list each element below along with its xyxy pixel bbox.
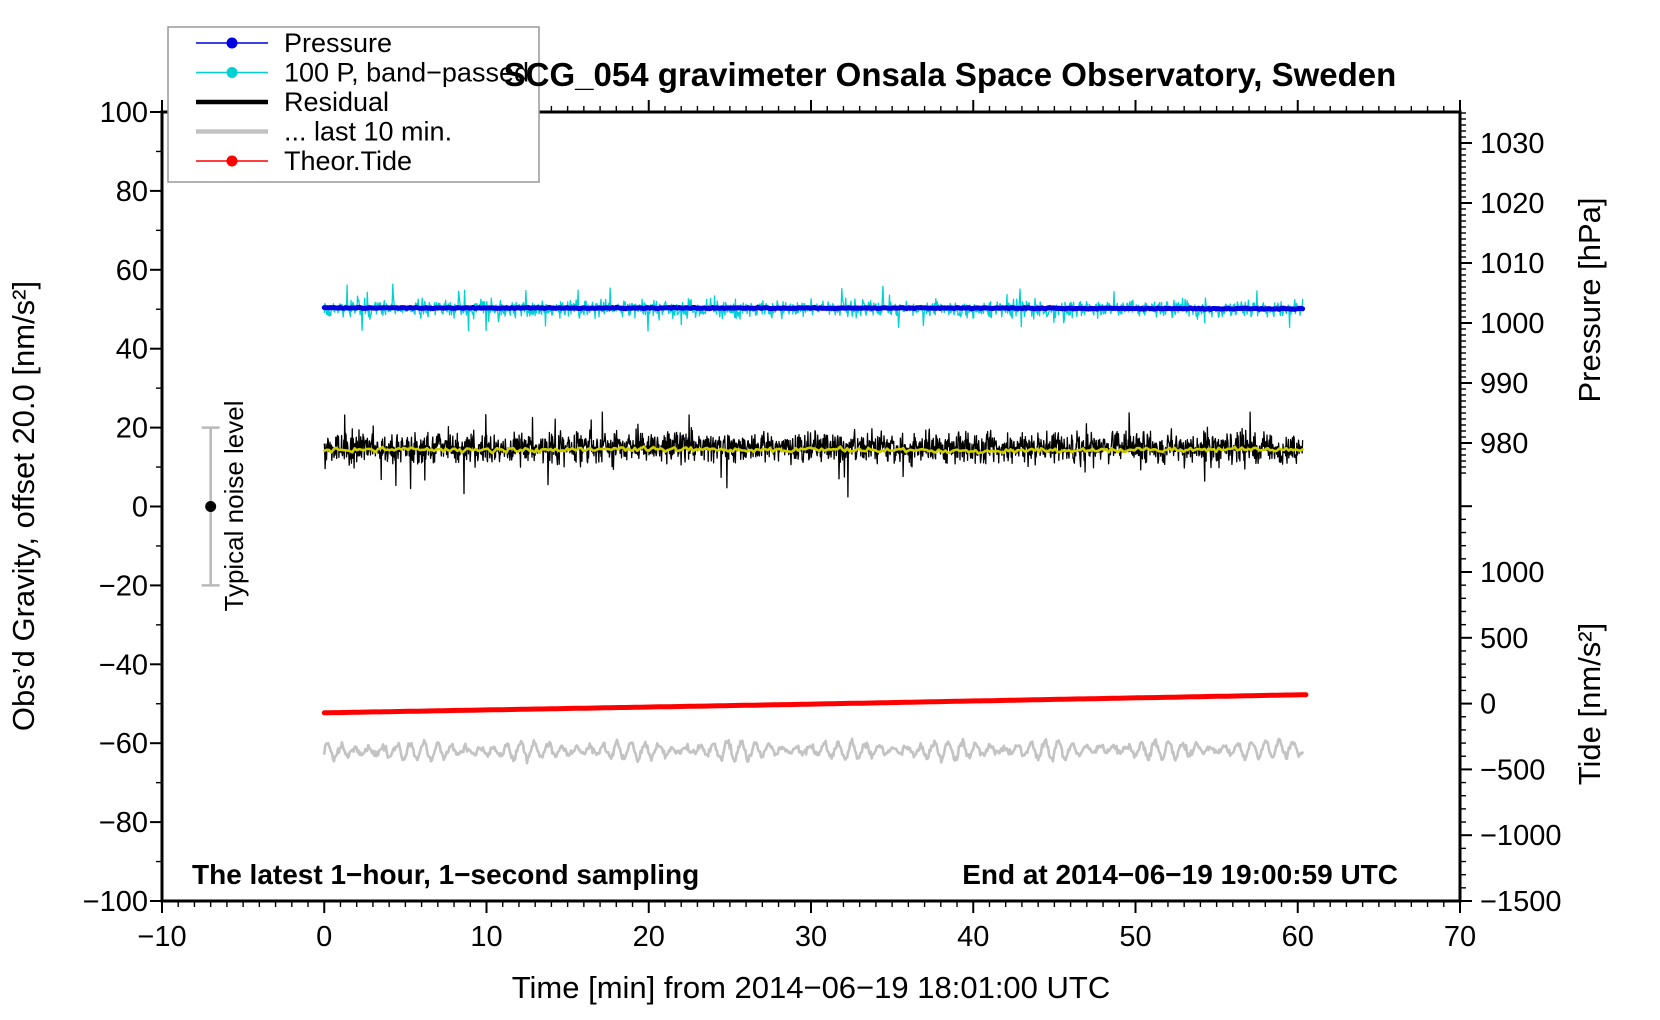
tide-tick-label: −1000 bbox=[1480, 820, 1561, 852]
legend-marker-dot bbox=[226, 67, 238, 78]
pressure-tick-label: 980 bbox=[1480, 428, 1528, 460]
gravity-tick-label: −100 bbox=[83, 886, 148, 918]
gravity-axis-label: Obs’d Gravity, offset 20.0 [nm/s²] bbox=[6, 281, 41, 731]
series-pressure-line bbox=[321, 304, 1306, 312]
pressure-tick-label: 1000 bbox=[1480, 308, 1545, 340]
x-tick-label: 10 bbox=[470, 921, 502, 953]
x-tick-label: −10 bbox=[137, 921, 186, 953]
gravity-tick-label: 20 bbox=[116, 413, 148, 445]
tide-tick-label: 500 bbox=[1480, 623, 1528, 655]
legend-marker-dot bbox=[226, 155, 238, 167]
noise-bar-label: Typical noise level bbox=[219, 401, 249, 612]
plot-frame bbox=[160, 110, 1462, 903]
series-residual-line bbox=[323, 411, 1304, 498]
pressure-tick-label: 1030 bbox=[1480, 128, 1545, 160]
gravity-tick-label: 100 bbox=[100, 97, 148, 129]
tide-tick-label: −1500 bbox=[1480, 886, 1561, 918]
extras-layer bbox=[201, 426, 220, 587]
legend-item-label: ... last 10 min. bbox=[284, 117, 452, 147]
legend-item-label: Pressure bbox=[284, 28, 392, 58]
tide-tick-label: 1000 bbox=[1480, 557, 1545, 589]
gravity-tick-label: −60 bbox=[99, 728, 148, 760]
gravity-tick-label: 40 bbox=[116, 334, 148, 366]
gravity-tick-label: −20 bbox=[99, 570, 148, 602]
series-theor-tide-line bbox=[321, 692, 1309, 716]
x-tick-label: 0 bbox=[316, 921, 332, 953]
series-residual-smoothed-overlay-line bbox=[322, 445, 1304, 455]
gravity-tick-label: −40 bbox=[99, 649, 148, 681]
x-tick-label: 70 bbox=[1444, 921, 1476, 953]
series--last-10-min--line bbox=[322, 737, 1304, 765]
end-note: End at 2014−06−19 19:00:59 UTC bbox=[962, 859, 1398, 890]
gravity-tick-label: 0 bbox=[132, 492, 148, 524]
sampling-note: The latest 1−hour, 1−second sampling bbox=[192, 859, 699, 890]
series-layer bbox=[321, 283, 1309, 765]
legend-item-label: 100 P, band−passed bbox=[284, 58, 529, 88]
legend-item-label: Residual bbox=[284, 87, 389, 117]
pressure-tick-label: 990 bbox=[1480, 368, 1528, 400]
gravity-tick-label: 80 bbox=[116, 176, 148, 208]
gravity-tick-label: 60 bbox=[116, 255, 148, 287]
x-tick-label: 20 bbox=[633, 921, 665, 953]
x-tick-label: 40 bbox=[957, 921, 989, 953]
legend-item-label: Theor.Tide bbox=[284, 146, 412, 176]
tide-tick-label: 0 bbox=[1480, 689, 1496, 721]
legend-marker-dot bbox=[226, 37, 238, 49]
chart-title: SCG_054 gravimeter Onsala Space Observat… bbox=[504, 56, 1397, 93]
x-tick-label: 60 bbox=[1282, 921, 1314, 953]
pressure-tick-label: 1010 bbox=[1480, 248, 1545, 280]
tide-tick-label: −500 bbox=[1480, 754, 1545, 786]
noise-bar-dot bbox=[205, 501, 217, 512]
x-tick-label: 50 bbox=[1119, 921, 1151, 953]
axes-layer: −10 0 10 20 30 40 50 60 70100806040200−20−40−60−… bbox=[83, 97, 1562, 953]
gravity-tick-label: −80 bbox=[99, 807, 148, 839]
x-tick-label: 30 bbox=[795, 921, 827, 953]
pressure-tick-label: 1020 bbox=[1480, 188, 1545, 220]
pressure-axis-label: Pressure [hPa] bbox=[1572, 197, 1607, 402]
x-axis-label: Time [min] from 2014−06−19 18:01:00 UTC bbox=[512, 970, 1111, 1005]
tide-axis-label: Tide [nm/s²] bbox=[1572, 623, 1607, 786]
